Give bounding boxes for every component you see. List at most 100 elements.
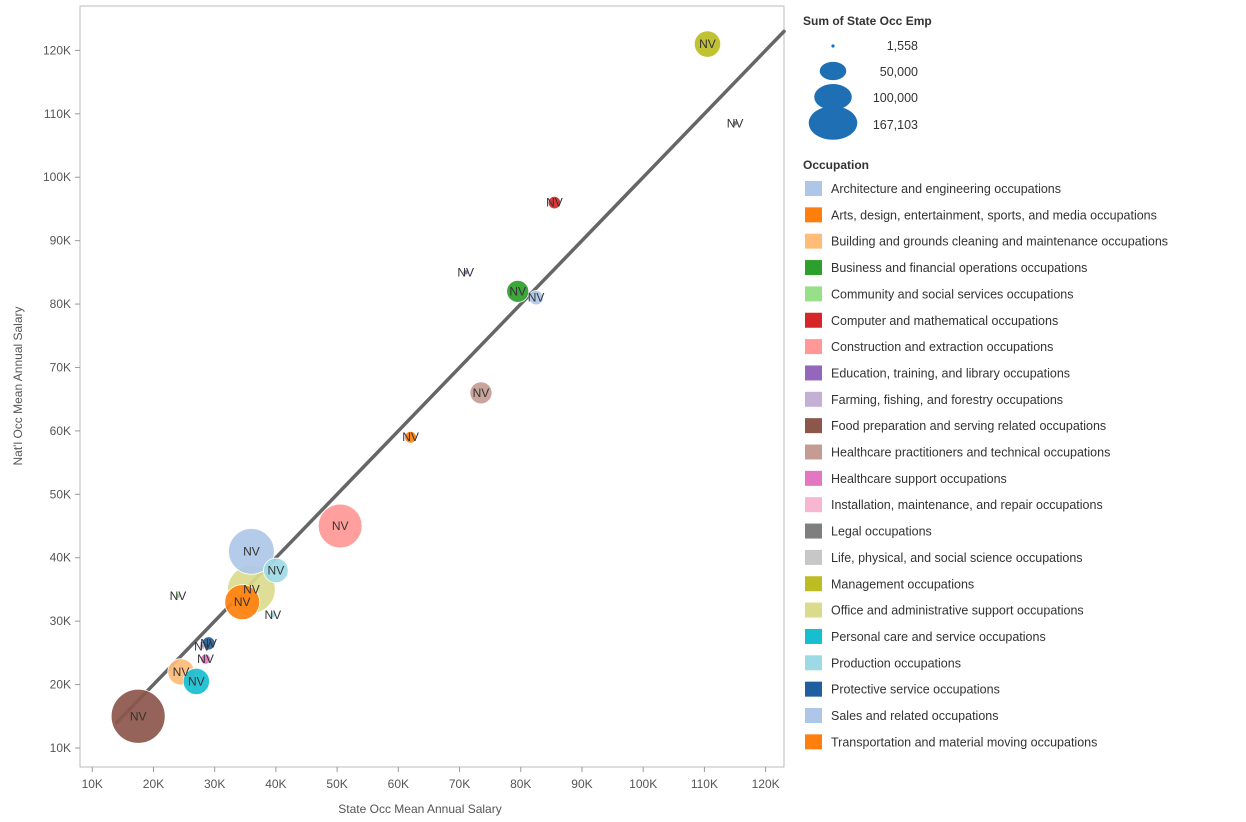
- size-legend-label: 1,558: [887, 39, 918, 53]
- data-point[interactable]: [269, 611, 277, 619]
- data-point[interactable]: [110, 688, 166, 744]
- color-legend-swatch: [805, 233, 822, 249]
- data-point-label: NV: [243, 544, 260, 558]
- x-axis: 10K 20K 30K 40K 50K 60K 70K 80K 90K 100K 110K 120K: [82, 767, 780, 791]
- size-legend-label: 167,103: [873, 118, 918, 132]
- color-legend-swatch: [805, 444, 822, 460]
- data-point-label: NV: [194, 640, 211, 654]
- y-tick-label: 30K: [50, 614, 71, 628]
- data-point[interactable]: [224, 584, 261, 620]
- color-legend-label: Sales and related occupations: [831, 709, 998, 723]
- y-tick-label: 20K: [50, 678, 71, 692]
- x-tick-label: 30K: [204, 777, 225, 791]
- data-point[interactable]: [506, 279, 530, 303]
- data-point[interactable]: [182, 667, 210, 695]
- color-legend-label: Computer and mathematical occupations: [831, 314, 1058, 328]
- color-legend-swatch: [805, 734, 822, 750]
- y-tick-label: 100K: [43, 170, 71, 184]
- data-point[interactable]: [528, 290, 544, 306]
- color-legend-label: Healthcare practitioners and technical o…: [831, 446, 1110, 460]
- color-legend: Occupation Architecture and engineering …: [803, 158, 1168, 750]
- data-point[interactable]: [174, 592, 181, 599]
- color-legend-swatch: [805, 655, 822, 671]
- size-legend-mark: [814, 84, 852, 110]
- color-legend-swatch: [805, 628, 822, 644]
- color-legend-label: Arts, design, entertainment, sports, and…: [831, 208, 1157, 222]
- color-legend-swatch: [805, 576, 822, 592]
- data-point[interactable]: [199, 653, 212, 665]
- y-tick-label: 40K: [50, 551, 71, 565]
- data-point[interactable]: [317, 503, 363, 549]
- color-legend-title: Occupation: [803, 158, 869, 172]
- size-legend-mark: [831, 44, 835, 48]
- data-point-label: NV: [268, 563, 285, 577]
- data-point[interactable]: [693, 30, 722, 58]
- data-point-label: NV: [528, 291, 545, 305]
- y-axis-title: Nat'l Occ Mean Annual Salary: [11, 306, 25, 465]
- color-legend-swatch: [805, 523, 822, 539]
- data-point-label: NV: [332, 519, 349, 533]
- data-point[interactable]: [462, 269, 469, 276]
- color-legend-label: Protective service occupations: [831, 683, 1000, 697]
- color-legend-swatch: [805, 470, 822, 486]
- data-point-label: NV: [234, 595, 251, 609]
- color-legend-label: Personal care and service occupations: [831, 630, 1046, 644]
- color-legend-label: Healthcare support occupations: [831, 472, 1007, 486]
- color-legend-label: Management occupations: [831, 577, 974, 591]
- y-tick-label: 50K: [50, 487, 71, 501]
- y-tick-label: 120K: [43, 43, 71, 57]
- size-legend-label: 50,000: [880, 65, 918, 79]
- color-legend-swatch: [805, 602, 822, 618]
- data-point[interactable]: [404, 430, 417, 444]
- x-tick-label: 110K: [691, 777, 718, 791]
- data-point-label: NV: [173, 665, 190, 679]
- color-legend-swatch: [805, 418, 822, 434]
- x-axis-title: State Occ Mean Annual Salary: [338, 802, 501, 816]
- color-legend-label: Education, training, and library occupat…: [831, 366, 1070, 380]
- color-legend-swatch: [805, 286, 822, 302]
- data-point-label: NV: [264, 608, 281, 622]
- data-point-label: NV: [473, 386, 490, 400]
- color-legend-swatch: [805, 339, 822, 355]
- color-legend-swatch: [805, 549, 822, 565]
- data-point[interactable]: [732, 120, 739, 127]
- x-tick-label: 50K: [326, 777, 347, 791]
- data-point-label: NV: [699, 37, 716, 51]
- color-legend-label: Life, physical, and social science occup…: [831, 551, 1083, 565]
- y-tick-label: 80K: [50, 297, 71, 311]
- color-legend-swatch: [805, 365, 822, 381]
- y-tick-label: 60K: [50, 424, 71, 438]
- color-legend-label: Office and administrative support occupa…: [831, 604, 1084, 618]
- x-tick-label: 80K: [510, 777, 531, 791]
- color-legend-label: Farming, fishing, and forestry occupatio…: [831, 393, 1063, 407]
- color-legend-label: Architecture and engineering occupations: [831, 182, 1061, 196]
- color-legend-label: Installation, maintenance, and repair oc…: [831, 498, 1103, 512]
- x-tick-label: 90K: [571, 777, 592, 791]
- x-tick-label: 20K: [143, 777, 164, 791]
- size-legend-mark: [819, 61, 847, 81]
- y-tick-label: 90K: [50, 234, 71, 248]
- data-point[interactable]: [469, 381, 493, 405]
- size-legend: Sum of State Occ Emp 1,558 50,000 100,000 1…: [803, 14, 932, 140]
- color-legend-label: Production occupations: [831, 656, 961, 670]
- color-legend-label: Building and grounds cleaning and mainte…: [831, 235, 1168, 249]
- color-legend-label: Legal occupations: [831, 525, 932, 539]
- data-point-label: NV: [243, 582, 260, 596]
- data-point-label: NV: [727, 116, 744, 130]
- x-tick-label: 120K: [752, 777, 780, 791]
- data-point[interactable]: [228, 528, 275, 575]
- color-legend-swatch: [805, 681, 822, 697]
- data-point[interactable]: [199, 643, 206, 650]
- size-legend-label: 100,000: [873, 91, 918, 105]
- data-point[interactable]: [263, 557, 289, 584]
- y-tick-label: 110K: [44, 107, 71, 121]
- data-point-label: NV: [130, 709, 147, 723]
- data-point[interactable]: [547, 195, 562, 210]
- data-point-label: NV: [509, 284, 526, 298]
- color-legend-label: Food preparation and serving related occ…: [831, 419, 1106, 433]
- color-legend-swatch: [805, 260, 822, 276]
- data-point-label: NV: [170, 589, 187, 603]
- x-tick-label: 10K: [82, 777, 103, 791]
